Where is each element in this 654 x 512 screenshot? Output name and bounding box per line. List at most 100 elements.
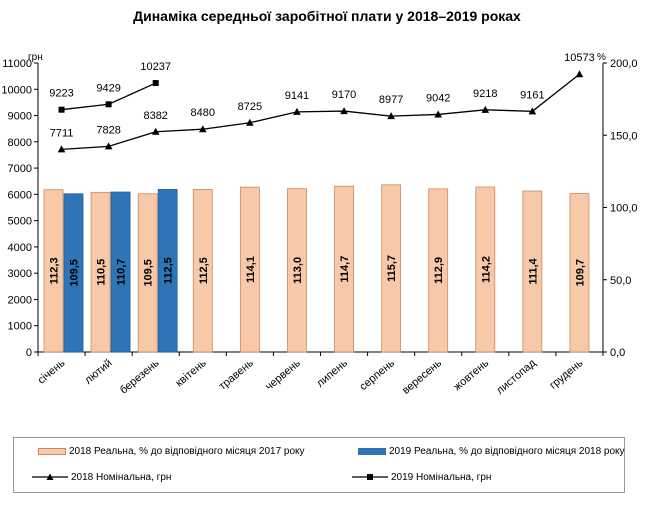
x-tick-label: серпень	[357, 357, 397, 393]
series-2018-nominal-value-label: 9170	[332, 89, 356, 101]
series-2018-nominal-point	[57, 145, 66, 153]
y-left-tick-label: 5000	[8, 216, 32, 228]
x-tick-label: грудень	[547, 357, 585, 392]
bar-2018-real	[192, 189, 213, 353]
y-left-tick-label: 6000	[8, 189, 32, 201]
x-tick-label: червень	[263, 357, 303, 393]
series-2018-nominal-point	[246, 118, 254, 126]
y-right-tick-label: 150,0	[610, 130, 638, 142]
x-tick-label: жовтень	[451, 357, 491, 393]
y-right-tick-label: 0,0	[610, 347, 625, 359]
bar-2019-real	[110, 191, 131, 353]
bar-label-2018-real: 114,7	[339, 256, 351, 283]
bar-2018-real	[522, 190, 543, 353]
legend-item-2019-real: 2019 Реальна, % до відповідного місяця 2…	[358, 443, 625, 459]
legend-item-2018-real: 2018 Реальна, % до відповідного місяця 2…	[38, 443, 305, 459]
y-left-tick-label: 1000	[8, 321, 32, 333]
y-left-tick-label: 10000	[1, 84, 32, 96]
bar-2018-real	[334, 185, 354, 353]
series-2019-nominal-value-label: 9429	[96, 82, 120, 94]
legend-label-2019-nominal: 2019 Номінальна, грн	[391, 471, 492, 483]
series-2018-nominal-value-label: 9141	[285, 90, 309, 102]
bar-label-2018-real: 110,5	[96, 259, 108, 286]
y-left-tick-label: 0	[26, 347, 32, 359]
bar-2018-real	[428, 188, 449, 353]
series-2018-nominal-point	[340, 107, 348, 115]
bar-label-2018-real: 114,1	[245, 256, 257, 283]
bar-2019-real	[63, 193, 84, 353]
x-tick-label: березень	[118, 357, 162, 397]
chart-title: Динаміка середньої заробітної плати у 20…	[133, 8, 521, 24]
x-tick-label: лютий	[83, 357, 115, 387]
series-2018-nominal-point	[528, 107, 537, 115]
series-2019-nominal-value-label: 9223	[49, 88, 73, 100]
series-2019-nominal-point	[105, 101, 112, 108]
series-2018-nominal-point	[434, 110, 443, 118]
series-2018-nominal-value-label: 7828	[96, 124, 120, 136]
bar-2018-real	[475, 186, 496, 353]
bar-label-2018-real: 109,7	[574, 259, 586, 287]
y-right-tick-label: 100,0	[610, 203, 638, 215]
series-2018-nominal-point	[481, 105, 490, 113]
triangle-marker-icon	[32, 473, 68, 480]
series-2018-nominal-value-label: 10573	[564, 52, 595, 64]
series-2018-nominal-value-label: 9161	[520, 89, 544, 101]
y-right-unit: %	[597, 52, 606, 63]
y-left-tick-label: 2000	[8, 294, 32, 306]
y-right-tick-label: 50,0	[610, 275, 631, 287]
bar-label-2019-real: 109,5	[69, 259, 81, 287]
series-2019-nominal-value-label: 10237	[140, 61, 171, 73]
legend: 2018 Реальна, % до відповідного місяця 2…	[13, 437, 625, 493]
y-left-tick-label: 9000	[8, 111, 32, 123]
series-2018-nominal-point	[104, 142, 113, 150]
series-2018-nominal-line	[61, 73, 580, 151]
square-marker-icon	[352, 474, 388, 480]
x-tick-label: травень	[217, 357, 256, 393]
series-2018-nominal-value-label: 8480	[191, 107, 215, 119]
legend-swatch-2018-real	[38, 447, 66, 455]
x-tick-label: січень	[36, 357, 68, 387]
bar-label-2018-real: 112,5	[198, 257, 210, 284]
y-left-tick-label: 4000	[8, 242, 32, 254]
legend-label-2018-nominal: 2018 Номінальна, грн	[71, 471, 172, 483]
legend-label-2018-real: 2018 Реальна, % до відповідного місяця 2…	[69, 445, 305, 457]
series-2019-nominal-point	[152, 80, 159, 87]
y-left-tick-label: 11000	[2, 58, 32, 70]
series-2018-nominal-value-label: 7711	[50, 127, 74, 139]
bar-2018-real	[569, 193, 590, 353]
bar-2018-real	[287, 188, 307, 353]
bar-2018-real	[239, 186, 260, 353]
series-2018-nominal-value-label: 8382	[143, 110, 167, 122]
bar-label-2018-real: 112,9	[433, 257, 445, 284]
y-right-tick-label: 200,0	[610, 58, 638, 70]
series-2018-nominal-point	[198, 125, 207, 133]
legend-label-2019-real: 2019 Реальна, % до відповідного місяця 2…	[389, 445, 625, 457]
x-tick-label: вересень	[400, 357, 444, 397]
series-2018-nominal-point	[387, 112, 395, 120]
legend-swatch-2019-real	[358, 447, 386, 455]
series-2018-nominal-point	[575, 70, 584, 78]
y-left-tick-label: 7000	[8, 163, 32, 175]
series-2018-nominal-value-label: 9042	[426, 92, 450, 104]
bar-label-2019-real: 110,7	[116, 259, 128, 286]
bar-2018-real	[90, 191, 111, 353]
legend-item-2018-nominal: 2018 Номінальна, грн	[32, 469, 171, 485]
series-2018-nominal-value-label: 8725	[238, 101, 262, 113]
series-2018-nominal-point	[293, 107, 301, 115]
bar-label-2018-real: 111,4	[527, 257, 539, 284]
series-2018-nominal-value-label: 8977	[379, 94, 403, 106]
y-left-unit: грн	[28, 52, 43, 63]
bar-label-2018-real: 109,5	[143, 259, 155, 287]
x-tick-label: липень	[314, 357, 350, 390]
bar-2018-real	[381, 184, 402, 353]
legend-item-2019-nominal: 2019 Номінальна, грн	[352, 469, 491, 485]
bar-label-2018-real: 112,3	[49, 257, 61, 284]
bar-2018-real	[137, 193, 158, 353]
bar-2019-real	[157, 189, 178, 353]
y-left-tick-label: 3000	[8, 268, 32, 280]
bar-label-2018-real: 115,7	[386, 255, 398, 282]
bar-2018-real	[43, 189, 64, 353]
bar-label-2018-real: 114,2	[480, 256, 492, 283]
series-2019-nominal-point	[58, 106, 65, 113]
